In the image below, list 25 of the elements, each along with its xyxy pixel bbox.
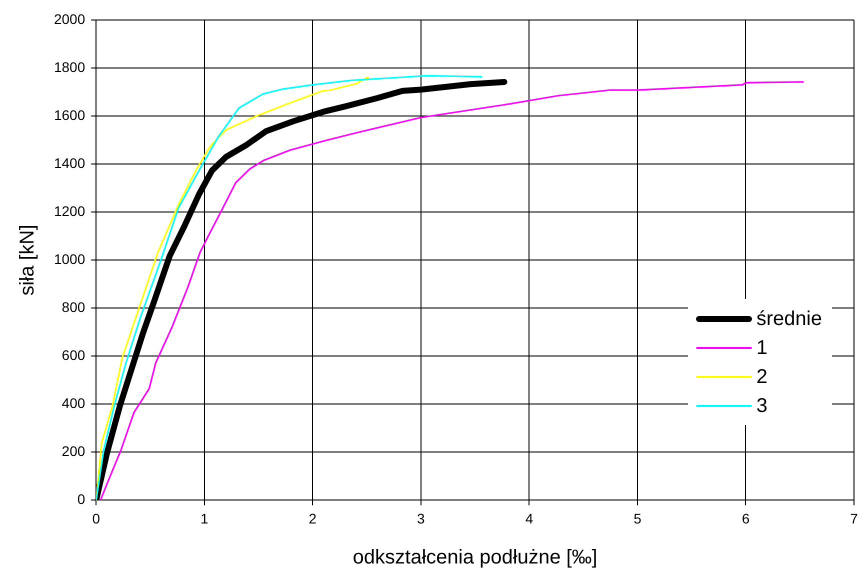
x-tick-label: 7 — [850, 510, 858, 526]
y-tick-label: 1000 — [54, 250, 86, 267]
x-tick-label: 6 — [742, 510, 750, 526]
x-tick-label: 1 — [200, 510, 209, 526]
y-tick-label: 200 — [62, 443, 86, 460]
x-axis-title: odkształcenia podłużne [‰] — [352, 546, 598, 569]
y-axis-title: siła [kN] — [16, 224, 39, 296]
y-tick-label: 400 — [62, 395, 86, 412]
y-tick-label: 600 — [62, 347, 86, 363]
legend-label: średnie — [756, 308, 822, 331]
legend-label: 3 — [756, 394, 768, 418]
y-tick-label: 0 — [77, 491, 86, 508]
x-tick-label: 4 — [525, 510, 534, 526]
y-tick-label: 800 — [62, 298, 86, 315]
x-tick-label: 5 — [634, 510, 642, 526]
y-tick-label: 1200 — [54, 202, 86, 219]
x-tick-label: 3 — [417, 510, 426, 526]
y-tick-label: 1600 — [54, 106, 86, 123]
y-tick-label: 2000 — [54, 10, 86, 27]
x-tick-label: 2 — [308, 510, 317, 526]
y-tick-label: 1400 — [54, 154, 86, 171]
y-tick-label: 1800 — [54, 58, 86, 75]
x-tick-label: 0 — [92, 510, 100, 526]
legend-label: 2 — [756, 366, 768, 389]
legend-label: 1 — [756, 336, 768, 360]
